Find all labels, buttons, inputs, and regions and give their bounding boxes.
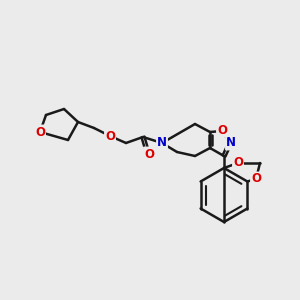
Text: O: O bbox=[217, 124, 227, 136]
Text: O: O bbox=[35, 125, 45, 139]
Text: O: O bbox=[144, 148, 154, 160]
Text: N: N bbox=[157, 136, 167, 149]
Text: O: O bbox=[233, 157, 243, 169]
Text: N: N bbox=[226, 136, 236, 149]
Text: O: O bbox=[251, 172, 261, 185]
Text: O: O bbox=[105, 130, 115, 142]
